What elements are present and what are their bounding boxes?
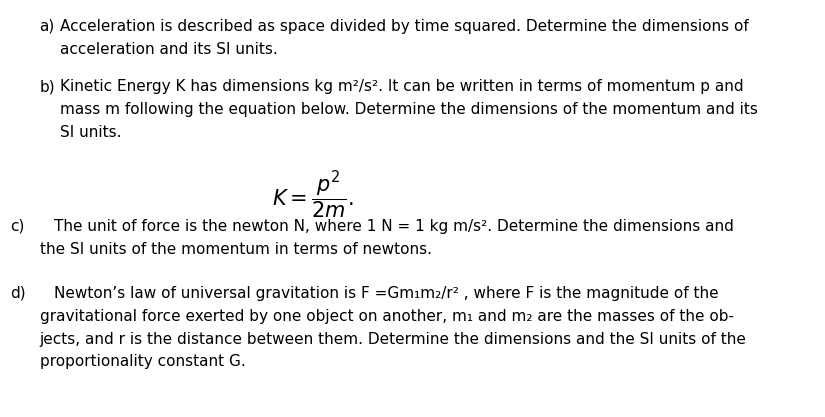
Text: jects, and r is the distance between them. Determine the dimensions and the SI u: jects, and r is the distance between the…: [40, 332, 747, 347]
Text: SI units.: SI units.: [60, 125, 122, 140]
Text: mass m following the equation below. Determine the dimensions of the momentum an: mass m following the equation below. Det…: [60, 102, 758, 117]
Text: c): c): [10, 219, 24, 234]
Text: acceleration and its SI units.: acceleration and its SI units.: [60, 42, 278, 57]
Text: gravitational force exerted by one object on another, m₁ and m₂ are the masses o: gravitational force exerted by one objec…: [40, 309, 733, 324]
Text: The unit of force is the newton N, where 1 N = 1 kg m/s². Determine the dimensio: The unit of force is the newton N, where…: [54, 219, 733, 234]
Text: a): a): [40, 19, 54, 34]
Text: $K = \dfrac{p^2}{2m}.$: $K = \dfrac{p^2}{2m}.$: [272, 169, 354, 221]
Text: Acceleration is described as space divided by time squared. Determine the dimens: Acceleration is described as space divid…: [60, 19, 749, 34]
Text: the SI units of the momentum in terms of newtons.: the SI units of the momentum in terms of…: [40, 242, 431, 257]
Text: Kinetic Energy K has dimensions kg m²/s². It can be written in terms of momentum: Kinetic Energy K has dimensions kg m²/s²…: [60, 79, 744, 94]
Text: d): d): [10, 286, 26, 301]
Text: Newton’s law of universal gravitation is F =Gm₁m₂/r² , where F is the magnitude : Newton’s law of universal gravitation is…: [54, 286, 719, 301]
Text: b): b): [40, 79, 55, 94]
Text: proportionality constant G.: proportionality constant G.: [40, 354, 245, 369]
